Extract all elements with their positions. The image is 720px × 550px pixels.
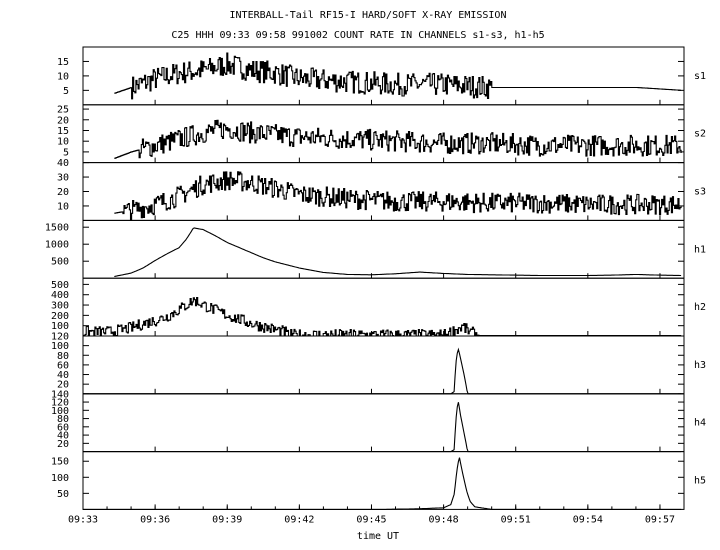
series-line-s3 [114, 171, 682, 221]
panel-h5: 50 100 150 h5 [51, 451, 706, 510]
panel-label-h1: h1 [694, 244, 706, 255]
y-tick-label: 100 [51, 321, 69, 332]
x-tick-label: 09:57 [645, 514, 675, 525]
panel-frame-s3 [82, 162, 685, 221]
panel-label-h5: h5 [694, 476, 706, 487]
y-tick-label: 20 [57, 187, 69, 198]
panel-label-s3: s3 [694, 187, 706, 198]
panel-h1: 500 1000 1500 h1 [45, 219, 706, 279]
panel-frame-h4 [82, 393, 685, 453]
panel-label-h2: h2 [694, 302, 706, 313]
series-line-s2 [114, 119, 682, 159]
y-tick-label: 400 [51, 290, 69, 301]
x-tick-label: 09:45 [356, 514, 386, 525]
y-tick-label: 200 [51, 311, 69, 322]
y-tick-label: 15 [57, 57, 69, 68]
y-tick-label: 40 [57, 431, 69, 442]
y-tick-label: 10 [57, 137, 69, 148]
series-line-h4 [83, 402, 682, 453]
series-line-h1 [114, 227, 682, 278]
y-tick-label: 50 [57, 489, 69, 500]
y-tick-label: 20 [57, 439, 69, 450]
y-tick-label: 5 [63, 147, 69, 158]
x-tick-label: 09:48 [429, 514, 459, 525]
x-axis: 09:33 09:36 09:39 09:42 09:45 09:48 09:51 09:54… [68, 99, 685, 525]
panel-frame-h1 [82, 219, 685, 279]
series-line-h3 [83, 347, 682, 395]
y-tick-label: 300 [51, 301, 69, 312]
chart-subtitle: C25 HHH 09:33 09:58 991002 COUNT RATE IN… [171, 30, 544, 41]
y-tick-label: 1500 [45, 223, 69, 234]
y-tick-label: 500 [51, 257, 69, 268]
series-line-h2 [83, 297, 682, 337]
panel-s1: 5 10 15 s1 [57, 46, 706, 106]
y-tick-label: 60 [57, 422, 69, 433]
y-tick-label: 140 [51, 389, 69, 400]
y-tick-label: 80 [57, 414, 69, 425]
panel-label-h3: h3 [694, 360, 706, 371]
y-tick-label: 40 [57, 158, 69, 169]
y-tick-label: 5 [63, 86, 69, 97]
y-tick-label: 25 [57, 105, 69, 116]
panel-label-s2: s2 [694, 129, 706, 140]
y-tick-label: 100 [51, 406, 69, 417]
chart-title: INTERBALL-Tail RF15-I HARD/SOFT X-RAY EM… [230, 10, 507, 21]
x-tick-label: 09:39 [212, 514, 242, 525]
panel-frame-h5 [82, 451, 685, 510]
x-tick-label: 09:33 [68, 514, 98, 525]
chart-panels: 51015s1510152025s210203040s350010001500h… [45, 46, 706, 510]
y-tick-label: 15 [57, 126, 69, 137]
y-tick-label: 20 [57, 115, 69, 126]
panel-frame-h2 [82, 277, 685, 337]
y-tick-label: 40 [57, 370, 69, 381]
y-tick-label: 150 [51, 457, 69, 468]
x-tick-label: 09:51 [501, 514, 531, 525]
y-tick-label: 80 [57, 351, 69, 362]
panel-label-h4: h4 [694, 418, 706, 429]
y-tick-label: 100 [51, 341, 69, 352]
y-tick-label: 10 [57, 201, 69, 212]
y-tick-label: 30 [57, 173, 69, 184]
x-axis-label: time UT [357, 531, 399, 542]
panel-s3: 10 20 30 40 s3 [57, 158, 706, 221]
x-tick-label: 09:42 [284, 514, 314, 525]
x-tick-label: 09:36 [140, 514, 170, 525]
y-tick-label: 100 [51, 473, 69, 484]
series-line-h5 [83, 457, 682, 510]
y-tick-label: 20 [57, 380, 69, 391]
y-tick-label: 120 [51, 398, 69, 409]
y-tick-label: 10 [57, 71, 69, 82]
series-line-s1 [114, 52, 682, 100]
x-tick-label: 09:54 [573, 514, 603, 525]
y-tick-label: 120 [51, 332, 69, 343]
y-tick-label: 60 [57, 360, 69, 371]
y-tick-label: 1000 [45, 240, 69, 251]
panel-frame-h3 [82, 335, 685, 395]
y-tick-label: 500 [51, 280, 69, 291]
panel-label-s1: s1 [694, 71, 706, 82]
